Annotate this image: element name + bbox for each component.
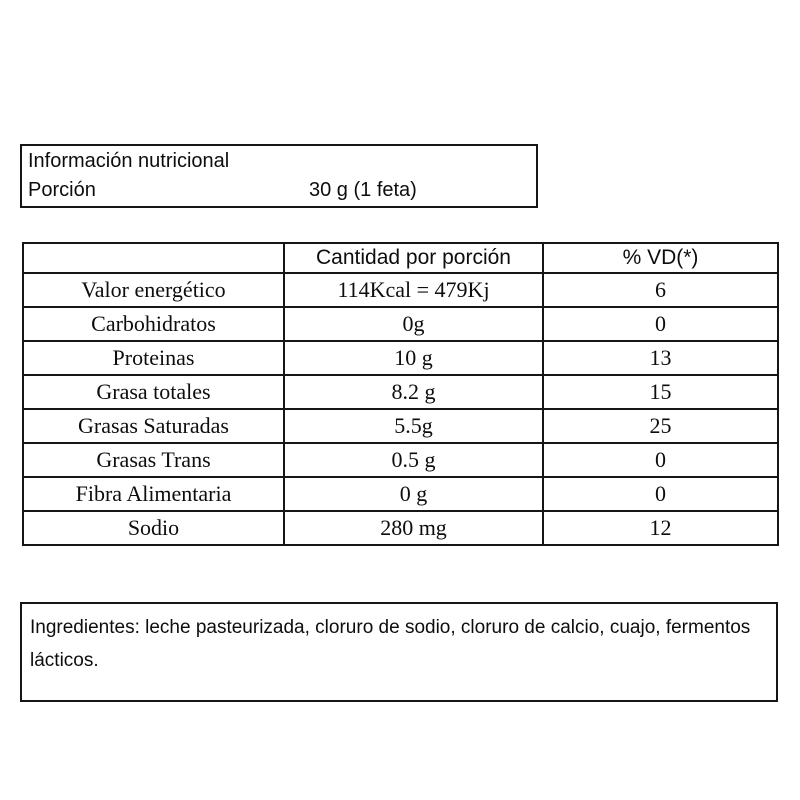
nutrient-name-cell: Grasas Saturadas	[22, 408, 285, 444]
nutrient-name-cell: Fibra Alimentaria	[22, 476, 285, 512]
nutrient-name-cell: Valor energético	[22, 272, 285, 308]
percent-vd-cell: 25	[542, 408, 779, 444]
nutrient-name-cell: Proteinas	[22, 340, 285, 376]
percent-vd-cell: 0	[542, 442, 779, 478]
table-header-row: Cantidad por porción % VD(*)	[22, 242, 779, 274]
amount-per-portion-cell: 10 g	[283, 340, 544, 376]
percent-vd-cell: 6	[542, 272, 779, 308]
table-row: Grasas Saturadas 5.5g 25	[22, 408, 779, 444]
nutrient-name-cell: Carbohidratos	[22, 306, 285, 342]
table-row: Carbohidratos 0g 0	[22, 306, 779, 342]
col-header-nutrient	[22, 242, 285, 274]
table-row: Grasa totales 8.2 g 15	[22, 374, 779, 410]
col-header-percent-vd: % VD(*)	[542, 242, 779, 274]
percent-vd-cell: 0	[542, 306, 779, 342]
percent-vd-cell: 15	[542, 374, 779, 410]
amount-per-portion-cell: 0 g	[283, 476, 544, 512]
amount-per-portion-cell: 0.5 g	[283, 442, 544, 478]
ingredients-text: Ingredientes: leche pasteurizada, clorur…	[30, 617, 751, 671]
portion-value: 30 g (1 feta)	[309, 179, 417, 201]
amount-per-portion-cell: 114Kcal = 479Kj	[283, 272, 544, 308]
nutrient-name-cell: Grasas Trans	[22, 442, 285, 478]
table-row: Proteinas 10 g 13	[22, 340, 779, 376]
percent-vd-cell: 13	[542, 340, 779, 376]
nutrition-table: Cantidad por porción % VD(*) Valor energ…	[22, 242, 779, 546]
amount-per-portion-cell: 5.5g	[283, 408, 544, 444]
portion-label: Porción	[28, 179, 96, 201]
percent-vd-cell: 12	[542, 510, 779, 546]
portion-row: Porción 30 g (1 feta)	[28, 178, 530, 202]
amount-per-portion-cell: 280 mg	[283, 510, 544, 546]
ingredients-box: Ingredientes: leche pasteurizada, clorur…	[20, 602, 778, 702]
table-row: Valor energético 114Kcal = 479Kj 6	[22, 272, 779, 308]
nutrient-name-cell: Grasa totales	[22, 374, 285, 410]
table-row: Sodio 280 mg 12	[22, 510, 779, 546]
serving-info-box: Información nutricional Porción 30 g (1 …	[20, 144, 538, 208]
amount-per-portion-cell: 8.2 g	[283, 374, 544, 410]
amount-per-portion-cell: 0g	[283, 306, 544, 342]
col-header-amount-per-portion: Cantidad por porción	[283, 242, 544, 274]
percent-vd-cell: 0	[542, 476, 779, 512]
nutrient-name-cell: Sodio	[22, 510, 285, 546]
nutrition-info-title: Información nutricional	[28, 150, 230, 172]
